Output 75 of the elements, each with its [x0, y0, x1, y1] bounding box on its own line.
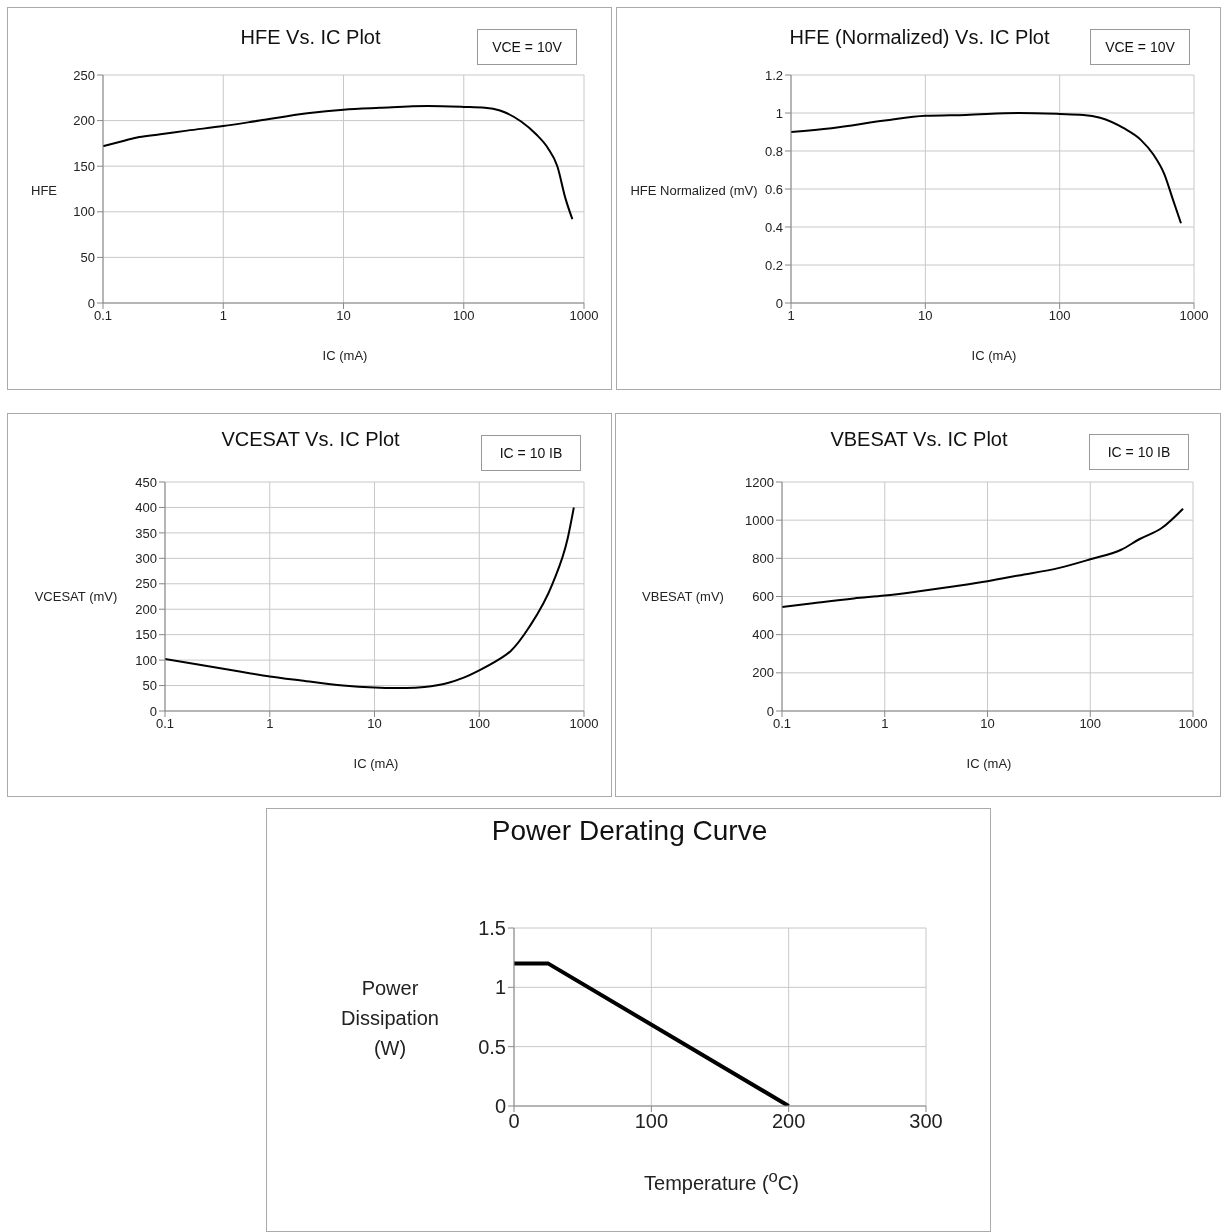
y-tick-label: 0 — [775, 295, 783, 311]
y-axis-title: HFE — [30, 182, 58, 201]
chart-title: HFE (Normalized) Vs. IC Plot — [789, 26, 1050, 48]
text: IC = 10 IB — [499, 445, 563, 461]
y-tick-label: 1000 — [745, 512, 774, 528]
y-tick-label: 0.8 — [764, 143, 783, 159]
y-tick-label: 0.4 — [764, 219, 783, 235]
y-tick-label: 150 — [135, 627, 157, 643]
x-tick-label: 1 — [219, 308, 227, 324]
y-tick-label: 0.5 — [478, 1035, 506, 1058]
x-tick-label: 0.1 — [155, 716, 175, 732]
x-axis-title: Temperature ($^{o}$C) — [643, 1167, 800, 1195]
y-tick-label: 200 — [73, 113, 95, 129]
y-tick-label: 800 — [752, 550, 774, 566]
y-tick-label: 350 — [135, 525, 157, 541]
y-tick-label: 250 — [73, 67, 95, 83]
y-axis-title: HFE Normalized (mV) — [629, 182, 759, 201]
y-tick-label: 0 — [87, 295, 95, 311]
x-tick-label: 1000 — [569, 716, 599, 732]
x-tick-label: 1 — [881, 716, 889, 732]
y-tick-label: 450 — [135, 474, 157, 490]
y-tick-label: 100 — [73, 204, 95, 220]
chart-title: VCESAT Vs. IC Plot — [221, 428, 400, 450]
x-tick-label: 300 — [909, 1110, 943, 1133]
y-tick-label: 400 — [135, 500, 157, 516]
y-axis-title: VCESAT (mV) — [33, 588, 119, 607]
text: IC = 10 IB — [1107, 444, 1171, 460]
x-tick-label: 10 — [980, 716, 995, 732]
y-tick-label: 0 — [149, 703, 157, 719]
y-axis-title: VBESAT (mV) — [641, 588, 725, 607]
x-tick-label: 0.1 — [93, 308, 113, 324]
x-tick-label: 100 — [1079, 716, 1102, 732]
y-tick-label: 600 — [752, 589, 774, 605]
y-tick-label: 1200 — [745, 474, 774, 490]
x-axis-title: IC (mA) — [352, 756, 400, 771]
y-tick-label: 0.6 — [764, 181, 783, 197]
x-tick-label: 100 — [1048, 308, 1071, 324]
x-tick-label: 10 — [336, 308, 351, 324]
y-tick-label: 200 — [752, 665, 774, 681]
x-tick-label: 1 — [266, 716, 274, 732]
y-tick-label: 1 — [494, 976, 506, 999]
y-tick-label: 1 — [775, 105, 783, 121]
x-tick-label: 0.1 — [772, 716, 792, 732]
x-tick-label: 1 — [787, 308, 795, 324]
y-tick-label: 1.2 — [764, 67, 783, 83]
y-tick-label: 50 — [142, 678, 157, 694]
x-tick-label: 1000 — [569, 308, 599, 324]
x-tick-label: 100 — [634, 1110, 669, 1133]
y-tick-label: 0.2 — [764, 257, 783, 273]
y-tick-label: 50 — [80, 250, 95, 266]
y-tick-label: 0 — [494, 1095, 506, 1118]
x-tick-label: 10 — [918, 308, 933, 324]
y-tick-label: 150 — [73, 158, 95, 174]
x-tick-label: 100 — [468, 716, 491, 732]
x-tick-label: 10 — [367, 716, 382, 732]
x-tick-label: 1000 — [1178, 716, 1208, 732]
y-tick-label: 400 — [752, 627, 774, 643]
y-tick-label: 200 — [135, 601, 157, 617]
chart-title: HFE Vs. IC Plot — [240, 26, 381, 48]
y-tick-label: 300 — [135, 550, 157, 566]
y-axis-title: Power Dissipation (W) — [340, 976, 440, 1061]
y-tick-label: 100 — [135, 652, 157, 668]
text: VCE = 10V — [1105, 39, 1175, 55]
y-tick-label: 0 — [766, 703, 774, 719]
x-axis-title: IC (mA) — [970, 348, 1018, 363]
x-axis-title: IC (mA) — [965, 756, 1013, 771]
chart-title: Power Derating Curve — [491, 815, 768, 846]
text: VCE = 10V — [492, 39, 562, 55]
y-tick-label: 250 — [135, 576, 157, 592]
chart-title: VBESAT Vs. IC Plot — [830, 428, 1008, 450]
x-tick-label: 1000 — [1179, 308, 1209, 324]
x-tick-label: 100 — [452, 308, 475, 324]
y-tick-label: 1.5 — [478, 917, 506, 940]
x-axis-title: IC (mA) — [321, 348, 369, 363]
x-tick-label: 0 — [508, 1110, 520, 1133]
